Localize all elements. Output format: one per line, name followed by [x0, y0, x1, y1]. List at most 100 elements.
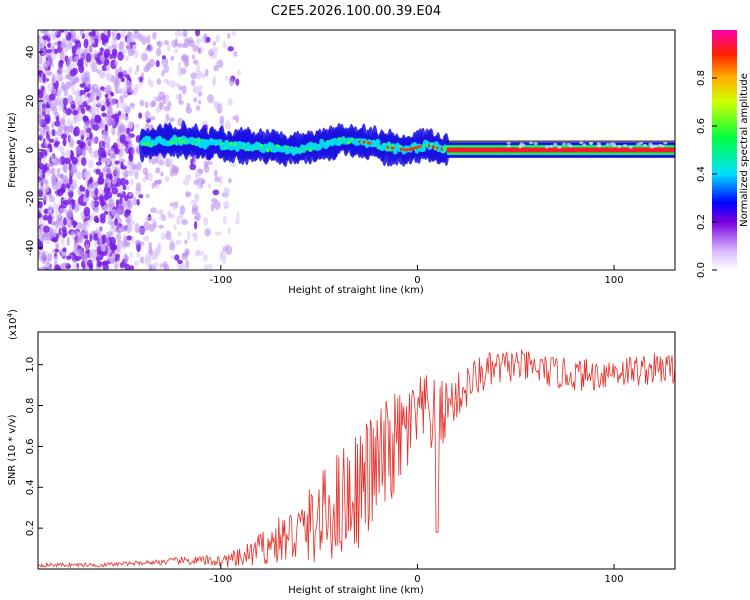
spectrogram-faint-mark	[518, 145, 523, 149]
spectrogram-noise-mark	[69, 79, 74, 87]
spectrogram-noise-mark	[78, 89, 86, 95]
spectrogram-noise-mark	[59, 43, 67, 49]
spectrogram-noise-mark	[148, 242, 152, 249]
spectrogram-noise-mark	[93, 233, 98, 241]
spectrogram-noise-mark	[174, 37, 179, 46]
spectrogram-noise-mark	[99, 213, 106, 221]
spectrogram-noise-mark	[224, 187, 230, 193]
spectrogram-noise-mark	[43, 154, 47, 163]
spectrogram-noise-mark	[115, 253, 121, 259]
spectrogram-noise-mark	[143, 66, 150, 73]
spectrogram-noise-mark	[103, 48, 111, 58]
spectrogram-noise-mark	[83, 121, 89, 132]
spectrogram-noise-mark	[129, 103, 135, 108]
spectrogram-noise-mark	[227, 32, 231, 39]
spectrogram-noise-mark	[60, 266, 66, 270]
spectrogram-noise-mark	[74, 203, 79, 213]
spectrogram-noise-mark	[38, 34, 41, 44]
spectrogram-noise-mark	[105, 117, 112, 126]
spectrogram-noise-mark	[52, 88, 57, 94]
spectrogram-noise-mark	[106, 167, 112, 174]
spectrogram-noise-mark	[95, 168, 101, 175]
spectrogram-noise-mark	[74, 95, 79, 106]
spectrogram-noise-mark	[145, 253, 151, 262]
spectrogram-noise-mark	[41, 107, 47, 113]
spectrogram-noise-mark	[67, 94, 73, 105]
spectrogram-noise-mark	[68, 138, 75, 145]
spectrogram-noise-mark	[64, 157, 71, 165]
spectrogram-faint-mark	[628, 145, 633, 149]
spectrogram-noise-mark	[56, 115, 60, 123]
spectrogram-noise-mark	[38, 217, 44, 226]
spectrogram-noise-mark	[69, 63, 74, 69]
spectrogram-noise-mark	[110, 222, 116, 229]
spectrogram-y-ticks: 40 20 0 -20 -40	[25, 46, 43, 256]
spectrogram-noise-mark	[90, 150, 95, 159]
spectrogram-noise-mark	[155, 155, 159, 164]
colorbar-tick-label: 0.0	[696, 262, 707, 278]
spectrogram-noise-mark	[101, 157, 108, 163]
spectrogram-noise-mark	[78, 129, 86, 137]
spectrogram-noise-mark	[95, 161, 103, 166]
spectrogram-noise-mark	[67, 124, 74, 133]
spectrogram-noise-mark	[38, 228, 43, 234]
spectrogram-faint-mark	[663, 141, 668, 145]
spectrogram-noise-mark	[217, 59, 224, 68]
spectrogram-noise-mark	[133, 86, 138, 96]
spectrogram-noise-mark	[77, 195, 84, 206]
spectrogram-noise-mark	[219, 115, 225, 125]
spectrogram-noise-mark	[61, 84, 67, 91]
spectrogram-ridge-mark	[179, 140, 184, 145]
spectrogram-noise-mark	[95, 256, 100, 262]
spectrogram-noise-mark	[80, 212, 85, 222]
spectrogram-noise-mark	[111, 186, 119, 195]
spectrogram-noise-mark	[51, 30, 58, 37]
spectrogram-noise-mark	[133, 49, 139, 59]
spectrogram-noise-mark	[78, 63, 85, 74]
spectrogram-noise-mark	[185, 259, 190, 269]
spectrogram-noise-mark	[151, 157, 156, 165]
spectrogram-noise-mark	[65, 217, 73, 228]
spectrogram-faint-mark	[611, 142, 616, 146]
spectrogram-noise-mark	[204, 228, 211, 237]
spectrogram-noise-mark	[123, 85, 128, 94]
spectrogram-panel: 40 20 0 -20 -40 -100 0 100 Height of straight …	[7, 29, 676, 296]
spectrogram-noise-mark	[51, 121, 55, 129]
spectrogram-noise-mark	[167, 210, 172, 219]
spectrogram-noise-mark	[213, 169, 218, 177]
spectrogram-noise-mark	[178, 85, 183, 91]
spectrogram-noise-mark	[93, 149, 99, 159]
spectrogram-noise-mark	[138, 112, 143, 119]
spectrogram-noise-mark	[38, 200, 43, 209]
spectrogram-noise-mark	[44, 94, 51, 101]
spectrogram-noise-mark	[196, 85, 204, 91]
spectrogram-noise-mark	[44, 66, 49, 72]
spectrogram-noise-mark	[38, 180, 43, 187]
spectrogram-noise-mark	[181, 84, 187, 95]
spectrogram-noise-mark	[155, 167, 161, 174]
spectrogram-noise-mark	[38, 127, 43, 132]
spectrogram-noise-mark	[86, 259, 93, 267]
spectrogram-noise-mark	[232, 115, 237, 120]
spectrogram-noise-mark	[121, 171, 126, 176]
spectrogram-faint-mark	[657, 143, 662, 147]
spectrogram-noise-mark	[114, 227, 121, 233]
spectrogram-noise-mark	[58, 105, 65, 112]
spectrogram-noise-mark	[123, 253, 128, 263]
spectrogram-noise-mark	[142, 235, 150, 242]
spectrogram-noise-mark	[46, 71, 53, 76]
spectrogram-noise-mark	[91, 53, 98, 58]
spectrogram-noise-mark	[207, 94, 214, 104]
spectrogram-noise-mark	[119, 95, 125, 104]
spectrogram-noise-mark	[228, 77, 234, 87]
spectrogram-noise-mark	[83, 38, 89, 49]
spectrogram-noise-mark	[129, 251, 133, 259]
spectrogram-noise-mark	[105, 64, 111, 71]
spectrogram-noise-mark	[62, 137, 67, 147]
spectrogram-noise-mark	[160, 171, 164, 177]
spectrogram-noise-mark	[61, 116, 65, 126]
spectrogram-noise-mark	[175, 239, 182, 246]
spectrogram-ridge-mark	[146, 135, 152, 143]
spectrogram-noise-mark	[46, 108, 51, 115]
spectrogram-noise-mark	[88, 84, 95, 90]
